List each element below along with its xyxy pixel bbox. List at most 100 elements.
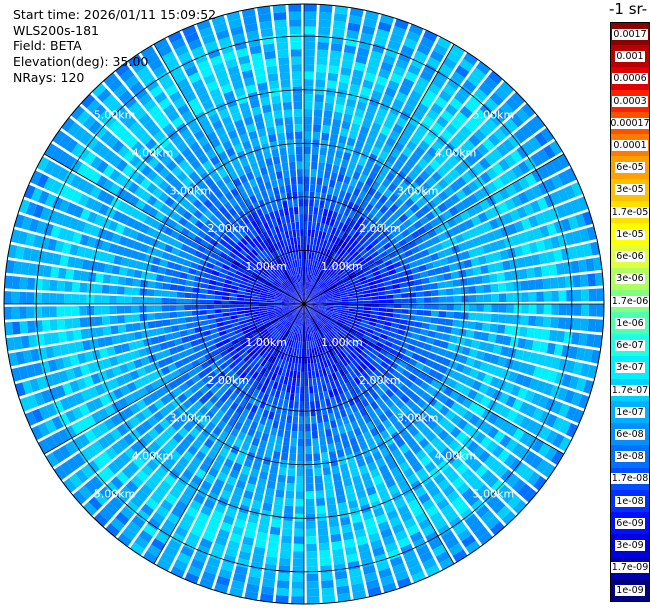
ppi-gate-cell: [282, 308, 290, 311]
ppi-gate-cell: [295, 251, 299, 260]
ppi-gate-cell: [395, 437, 406, 448]
ppi-gate-cell: [370, 292, 379, 297]
ppi-gate-cell: [238, 472, 249, 483]
ppi-gate-cell: [293, 292, 300, 299]
ppi-gate-cell: [434, 153, 446, 165]
ppi-gate-cell: [572, 274, 581, 288]
ppi-gate-cell: [517, 446, 531, 461]
ppi-gate-cell: [327, 269, 334, 276]
ppi-gate-cell: [451, 71, 465, 85]
ppi-gate-cell: [117, 324, 127, 334]
ppi-gate-cell: [320, 139, 329, 149]
ppi-gate-cell: [517, 387, 529, 400]
ppi-gate-cell: [317, 310, 325, 316]
ppi-gate-cell: [248, 568, 262, 579]
ppi-gate-cell: [128, 415, 141, 428]
ppi-gate-cell: [392, 563, 407, 575]
ppi-gate-cell: [354, 528, 367, 539]
ppi-gate-cell: [295, 146, 303, 155]
ppi-gate-cell: [479, 199, 491, 211]
ppi-gate-cell: [361, 398, 370, 408]
ppi-gate-cell: [264, 213, 271, 222]
ppi-gate-cell: [322, 208, 329, 217]
ppi-gate-cell: [342, 416, 350, 425]
ppi-gate-cell: [200, 239, 210, 248]
ppi-gate-cell: [229, 292, 238, 297]
ppi-gate-cell: [266, 228, 273, 238]
ppi-gate-cell: [261, 286, 270, 291]
ppi-gate-cell: [331, 314, 340, 319]
ppi-gate-cell: [532, 227, 543, 240]
ppi-gate-cell: [108, 78, 123, 93]
ppi-gate-cell: [472, 445, 485, 458]
ppi-gate-cell: [159, 525, 173, 538]
ppi-gate-cell: [192, 345, 202, 353]
ppi-gate-cell: [502, 260, 512, 271]
ppi-gate-cell: [226, 181, 236, 191]
ppi-gate-cell: [314, 468, 323, 477]
ppi-gate-cell: [208, 112, 220, 124]
ppi-gate-cell: [281, 86, 292, 96]
ppi-gate-cell: [412, 109, 425, 121]
ppi-gate-cell: [543, 238, 553, 251]
ppi-gate-cell: [296, 301, 304, 304]
ppi-gate-cell: [366, 376, 375, 385]
ppi-gate-cell: [465, 239, 475, 250]
ppi-gate-cell: [395, 266, 404, 273]
ppi-gate-cell: [415, 309, 424, 316]
ppi-gate-cell: [174, 376, 185, 386]
ppi-gate-cell: [399, 443, 410, 455]
ppi-gate-cell: [411, 505, 424, 517]
ppi-gate-cell: [377, 365, 386, 374]
ppi-gate-cell: [251, 309, 260, 313]
ppi-gate-cell: [341, 275, 350, 282]
ppi-gate-cell: [362, 414, 372, 424]
ppi-gate-cell: [475, 61, 491, 75]
ppi-gate-cell: [309, 355, 314, 364]
ppi-gate-cell: [170, 409, 182, 420]
ppi-gate-cell: [176, 311, 185, 318]
ppi-gate-cell: [314, 314, 321, 320]
ppi-gate-cell: [292, 294, 299, 300]
ppi-gate-cell: [400, 511, 413, 523]
ppi-gate-cell: [551, 290, 559, 302]
ppi-gate-cell: [371, 360, 380, 369]
ppi-gate-cell: [306, 251, 309, 260]
ppi-gate-cell: [407, 286, 416, 293]
ppi-gate-cell: [209, 274, 219, 281]
ppi-gate-cell: [430, 317, 439, 324]
ppi-gate-cell: [471, 215, 482, 227]
ppi-gate-cell: [252, 461, 262, 471]
ppi-gate-cell: [163, 326, 172, 334]
ppi-gate-cell: [326, 305, 334, 307]
ppi-gate-cell: [278, 315, 286, 321]
ppi-gate-cell: [453, 253, 463, 262]
ppi-gate-cell: [167, 363, 178, 373]
ppi-gate-cell: [294, 513, 304, 522]
ppi-gate-cell: [537, 395, 550, 409]
ppi-gate-cell: [223, 211, 233, 221]
ppi-gate-cell: [110, 414, 122, 427]
colorbar-tick-label: 3e-05: [615, 184, 645, 196]
ppi-gate-cell: [157, 334, 167, 343]
ppi-gate-cell: [251, 553, 265, 564]
ppi-gate-cell: [247, 386, 256, 395]
ppi-gate-cell: [467, 73, 482, 87]
ppi-gate-cell: [317, 338, 323, 346]
ppi-gate-cell: [460, 385, 472, 397]
ppi-gate-cell: [109, 295, 117, 304]
ppi-gate-cell: [190, 359, 201, 368]
ppi-gate-cell: [465, 153, 478, 166]
ppi-gate-cell: [180, 84, 194, 97]
ppi-gate-cell: [236, 301, 245, 304]
ppi-gate-cell: [399, 203, 409, 213]
ppi-gate-cell: [126, 361, 136, 372]
ppi-gate-cell: [135, 260, 145, 270]
ppi-gate-cell: [314, 287, 320, 294]
ppi-gate-cell: [282, 320, 289, 327]
ppi-gate-cell: [337, 268, 345, 276]
ppi-gate-cell: [493, 128, 507, 142]
ppi-gate-cell: [187, 247, 197, 256]
ppi-gate-cell: [19, 276, 28, 290]
ppi-gate-cell: [246, 318, 255, 323]
